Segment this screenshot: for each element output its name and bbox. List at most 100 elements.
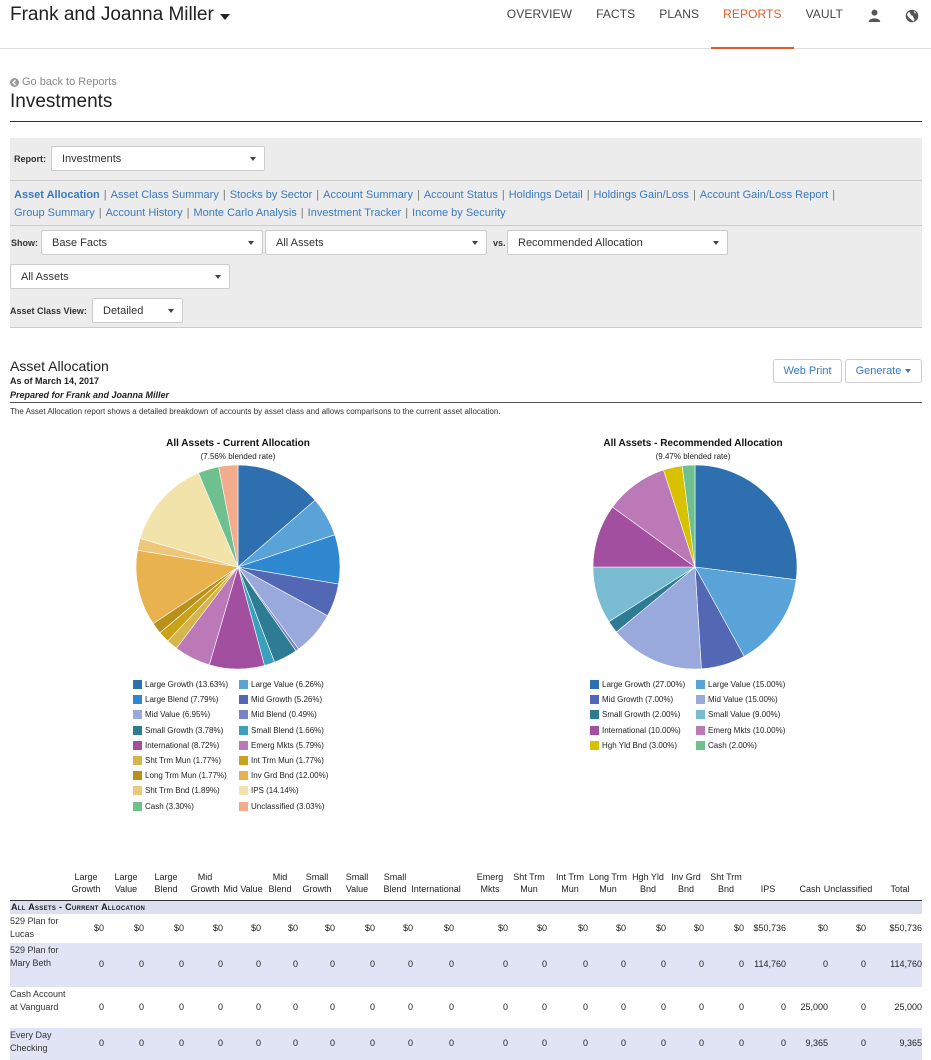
legend-label: Unclassified (3.03%) (251, 801, 325, 811)
table-cell: 25,000 (800, 1001, 828, 1012)
assets-select-value: All Assets (276, 236, 324, 249)
legend-swatch (239, 756, 248, 765)
nav-vault[interactable]: VAULT (805, 7, 843, 21)
table-cell: 0 (822, 959, 828, 969)
column-header: Hgh Yld Bnd (632, 872, 664, 894)
column-header: Inv Grd Bnd (671, 872, 701, 894)
generate-button[interactable]: Generate (845, 359, 922, 383)
legend-item: Large Value (6.26%) (239, 680, 324, 689)
report-link-account-summary[interactable]: Account Summary (323, 189, 413, 201)
report-link-monte-carlo-analysis[interactable]: Monte Carlo Analysis (193, 207, 297, 219)
legend-label: Sht Trm Mun (1.77%) (145, 756, 222, 765)
column-header: Large Value (114, 872, 138, 894)
table-cell: 0 (255, 959, 261, 969)
table-cell: 0 (698, 1038, 704, 1048)
column-header: Small Blend (383, 872, 407, 894)
table-row: Every Day Checking 0 0 0 0 0 0 0 0 0 0 0 0 0 0 0 0 0 0 9,36… (10, 1028, 922, 1060)
table-cell: 0 (255, 1038, 261, 1048)
report-label: Report: (14, 154, 46, 164)
row-account-name: Every Day Checking (10, 1030, 52, 1053)
legend-item: Mid Value (6.95%) (133, 710, 211, 720)
legend-label: Large Value (15.00%) (708, 680, 786, 689)
table-cell: 0 (329, 959, 335, 969)
table-cell: $0 (250, 922, 261, 933)
report-link-asset-allocation[interactable]: Asset Allocation (14, 189, 100, 201)
column-header: Small Growth (302, 872, 332, 894)
report-link-investment-tracker[interactable]: Investment Tracker (307, 207, 402, 219)
chevron-down-icon (219, 13, 230, 20)
back-arrow-icon (10, 77, 19, 87)
report-link-holdings-detail[interactable]: Holdings Detail (508, 189, 583, 201)
column-header: Unclassified (823, 884, 873, 894)
legend-item: Sht Trm Mun (1.77%) (133, 756, 221, 765)
legend-item: Small Growth (2.00%) (590, 710, 680, 720)
link-separator: | (186, 207, 190, 219)
table-cell: 0 (582, 1038, 588, 1048)
legend-item: Inv Grd Bnd (12.00%) (239, 771, 328, 781)
legend-item: Cash (2.00%) (696, 740, 757, 750)
legend-label: Mid Value (6.95%) (145, 710, 211, 720)
assets-secondary-select[interactable]: All Assets (10, 264, 230, 289)
table-cell: 0 (541, 959, 547, 969)
web-print-button[interactable]: Web Print (773, 359, 842, 383)
table-cell: 0 (369, 1038, 375, 1048)
table-cell: 0 (329, 1001, 335, 1012)
nav-reports[interactable]: REPORTS (711, 0, 794, 49)
table-cell: 0 (502, 959, 508, 969)
link-separator: | (98, 207, 102, 219)
table-cell: 0 (660, 1038, 666, 1048)
legend-item: Large Growth (13.63%) (133, 680, 228, 689)
client-selector[interactable]: Frank and Joanna Miller (10, 4, 230, 26)
report-link-group-summary[interactable]: Group Summary (14, 207, 95, 219)
row-account-name: 529 Plan for Mary Beth (10, 945, 59, 968)
table-cell: 0 (780, 1038, 786, 1048)
table-cell: 0 (620, 1001, 626, 1012)
report-link-stocks-by-sector[interactable]: Stocks by Sector (229, 189, 313, 201)
column-header: Int Trm Mun (555, 872, 584, 894)
nav-overview[interactable]: OVERVIEW (506, 7, 573, 21)
legend-item: Large Growth (27.00%) (590, 680, 685, 689)
legend-item: Sht Trm Bnd (1.89%) (133, 786, 220, 796)
legend-label: Small Growth (3.78%) (145, 725, 224, 735)
link-separator: | (586, 189, 590, 201)
legend-swatch (696, 740, 705, 750)
legend-swatch (696, 680, 705, 689)
nav-facts[interactable]: FACTS (596, 7, 636, 21)
report-link-account-status[interactable]: Account Status (423, 189, 498, 201)
column-header: Total (890, 884, 910, 894)
legend-item: Int Trm Mun (1.77%) (239, 756, 324, 765)
table-cell: 0 (329, 1038, 335, 1048)
report-link-account-history[interactable]: Account History (105, 207, 183, 219)
nav-plans[interactable]: PLANS (659, 7, 700, 21)
table-cell: $0 (577, 922, 588, 933)
table-cell: 0 (407, 1001, 413, 1012)
legend-item: Small Blend (1.66%) (239, 725, 324, 735)
legend-label: Large Growth (27.00%) (602, 680, 686, 689)
show-select[interactable]: Base Facts (41, 230, 263, 255)
assets-select[interactable]: All Assets (265, 230, 487, 255)
asset-class-view-value: Detailed (103, 304, 144, 317)
report-prepared-for: Prepared for Frank and Joanna Miller (10, 390, 170, 400)
table-cell: 0 (698, 959, 704, 969)
link-separator: | (222, 189, 226, 201)
report-link-income-by-security[interactable]: Income by Security (412, 207, 506, 219)
user-icon[interactable] (855, 0, 893, 49)
legend-label: Long Trm Mun (1.77%) (145, 771, 227, 781)
report-link-asset-class-summary[interactable]: Asset Class Summary (110, 189, 219, 201)
vs-label: vs. (493, 238, 506, 248)
compare-select[interactable]: Recommended Allocation (507, 230, 728, 255)
pie-slice (694, 464, 798, 581)
table-cell: 0 (660, 959, 666, 969)
chevron-down-icon (905, 369, 912, 373)
table-cell: 114,760 (890, 959, 922, 969)
back-to-reports-link[interactable]: Go back to Reports (10, 76, 117, 88)
column-header: Mid Value (223, 884, 263, 894)
report-link-holdings-gain-loss[interactable]: Holdings Gain/Loss (593, 189, 689, 201)
report-select[interactable]: Investments (51, 146, 265, 171)
asset-class-view-select[interactable]: Detailed (92, 298, 183, 323)
table-cell: $0 (817, 922, 828, 933)
globe-icon[interactable] (893, 0, 931, 49)
table-cell: 25,000 (894, 1001, 922, 1012)
generate-label: Generate (855, 365, 902, 377)
report-link-account-gain-loss-report[interactable]: Account Gain/Loss Report (699, 189, 829, 201)
